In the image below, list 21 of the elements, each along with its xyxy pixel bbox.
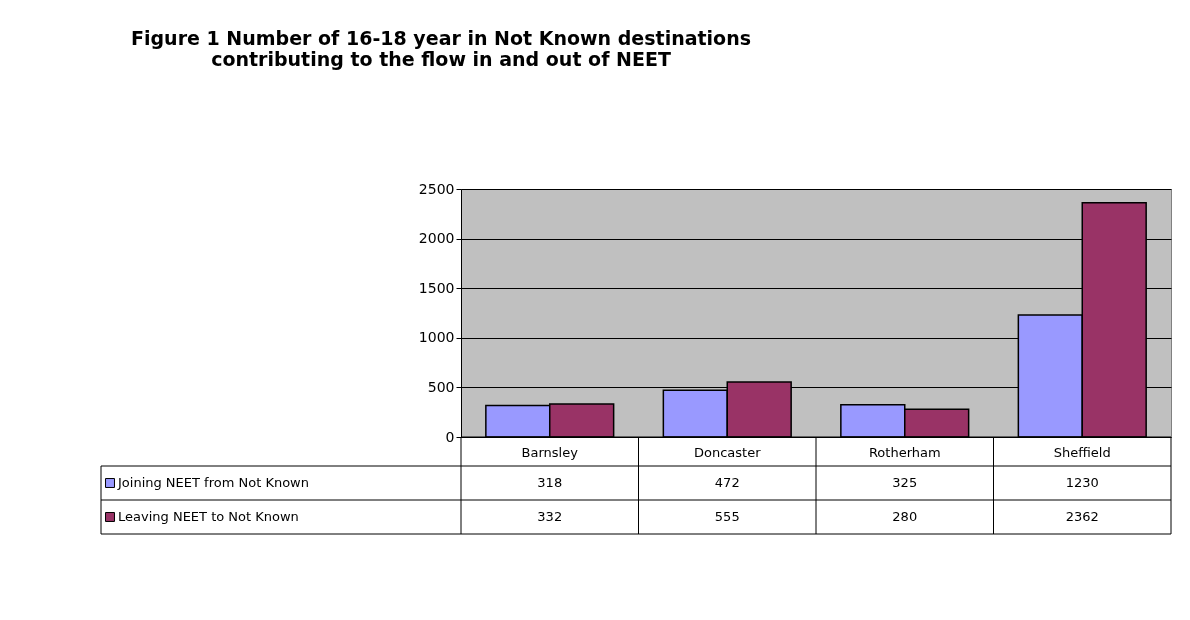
data-label: 472 <box>714 475 740 490</box>
x-tick-label: Sheffield <box>1053 444 1111 460</box>
y-tick-label: 2500 <box>418 180 455 197</box>
y-tick-label: 2000 <box>418 230 455 247</box>
x-tick-label: Rotherham <box>868 444 941 460</box>
y-tick-label: 1000 <box>418 329 455 346</box>
x-tick-label: Doncaster <box>693 444 762 460</box>
data-label: 2362 <box>1065 509 1099 524</box>
data-label: 280 <box>892 509 918 524</box>
data-label: 555 <box>714 509 740 524</box>
data-label: 332 <box>537 509 563 524</box>
y-tick-label: 500 <box>427 378 455 395</box>
y-tick-label: 1500 <box>418 279 455 296</box>
data-label: 325 <box>892 475 918 490</box>
chart-title: Figure 1 Number of 16-18 year in Not Known destinations contributing to the flow in and out of NEET <box>131 27 751 70</box>
data-label: 318 <box>537 475 563 490</box>
x-tick-label: Barnsley <box>521 444 579 460</box>
legend-label: Leaving NEET to Not Known <box>118 509 299 524</box>
data-label: 1230 <box>1065 475 1099 490</box>
legend-label: Joining NEET from Not Known <box>117 475 309 490</box>
y-tick-label: 0 <box>445 428 455 445</box>
